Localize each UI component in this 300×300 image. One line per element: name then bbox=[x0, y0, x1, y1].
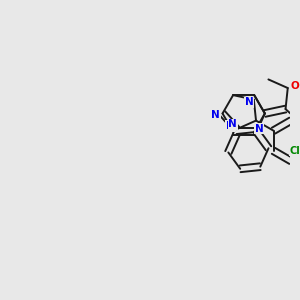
Text: Cl: Cl bbox=[290, 146, 300, 156]
Text: O: O bbox=[290, 81, 299, 91]
Text: N: N bbox=[226, 121, 235, 131]
Text: N: N bbox=[229, 119, 237, 129]
Text: N: N bbox=[255, 124, 263, 134]
Text: N: N bbox=[244, 98, 253, 107]
Text: N: N bbox=[212, 110, 220, 120]
